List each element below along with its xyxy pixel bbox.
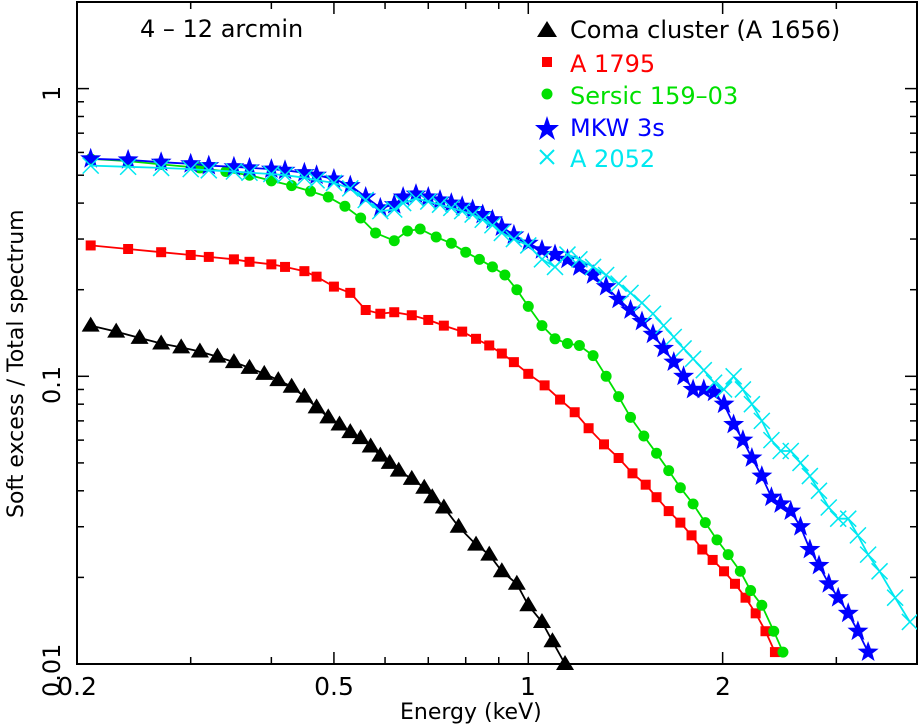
star-icon xyxy=(535,116,559,140)
plot-series xyxy=(80,147,917,670)
square-icon xyxy=(542,57,552,67)
x-tick-0.5: 0.5 xyxy=(314,672,354,701)
series-0 xyxy=(81,316,575,670)
legend-label: MKW 3s xyxy=(570,114,665,142)
cross-icon xyxy=(539,149,555,165)
y-axis-label: Soft excess / Total spectrum xyxy=(4,209,29,518)
triangle-icon xyxy=(537,21,557,37)
legend-item-mkw3s: MKW 3s xyxy=(534,111,665,145)
legend-item-coma: Coma cluster (A 1656) xyxy=(534,13,840,47)
legend-label: A 1795 xyxy=(570,50,656,78)
series-3 xyxy=(80,147,879,661)
annotation-label: 4 – 12 arcmin xyxy=(140,15,304,43)
x-tick-1: 1 xyxy=(520,672,536,701)
series-2 xyxy=(85,153,789,658)
legend-label: Coma cluster (A 1656) xyxy=(570,16,841,44)
series-1 xyxy=(85,240,780,658)
legend-label: A 2052 xyxy=(570,145,656,173)
legend-item-a2052: A 2052 xyxy=(534,142,655,176)
plot-axes xyxy=(76,1,918,665)
series-4 xyxy=(82,157,917,631)
y-tick-0.01: 0.01 xyxy=(38,643,66,697)
x-axis-label: Energy (keV) xyxy=(400,700,542,725)
legend-item-a1795: A 1795 xyxy=(534,47,655,81)
circle-icon xyxy=(541,88,553,100)
legend-item-sersic: Sersic 159–03 xyxy=(534,79,738,113)
x-tick-2: 2 xyxy=(715,672,731,701)
y-tick-1: 1 xyxy=(38,85,66,101)
x-tick-0.2: 0.2 xyxy=(57,672,97,701)
legend-label: Sersic 159–03 xyxy=(570,82,739,110)
y-tick-0.1: 0.1 xyxy=(38,365,66,404)
